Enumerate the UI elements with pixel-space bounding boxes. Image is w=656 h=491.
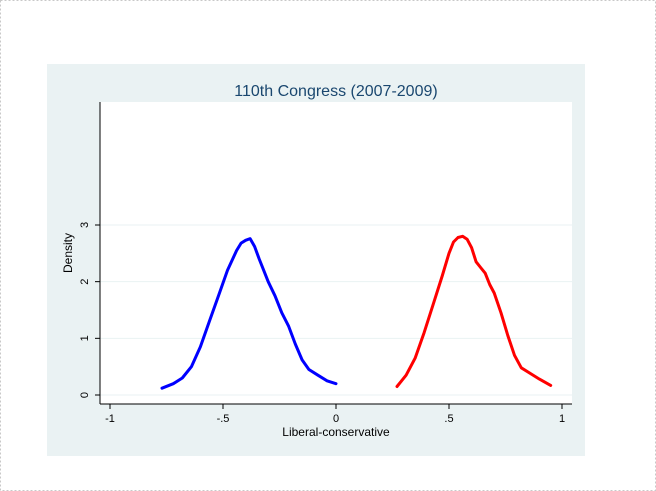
x-tick-label: 0 — [333, 413, 339, 425]
y-tick-label: 2 — [79, 279, 91, 285]
x-tick-label: 1 — [559, 413, 565, 425]
density-line-series-1 — [160, 237, 338, 390]
y-tick-label: 0 — [79, 392, 91, 398]
chart-title: 110th Congress (2007-2009) — [234, 83, 437, 100]
y-axis-label: Density — [61, 233, 75, 273]
y-tick-label: 3 — [79, 222, 91, 228]
x-tick-label: -.5 — [217, 413, 230, 425]
x-axis-label: Liberal-conservative — [282, 425, 390, 439]
density-line-series-2 — [395, 234, 553, 388]
plot-area — [100, 102, 572, 404]
axis-ticks: 0 1 2 3 -1 -.5 0 .5 1 — [79, 222, 565, 425]
y-tick-label: 1 — [79, 335, 91, 341]
x-tick-label: .5 — [444, 413, 453, 425]
series-group — [160, 234, 553, 390]
x-tick-label: -1 — [105, 413, 115, 425]
gridlines — [100, 224, 572, 396]
